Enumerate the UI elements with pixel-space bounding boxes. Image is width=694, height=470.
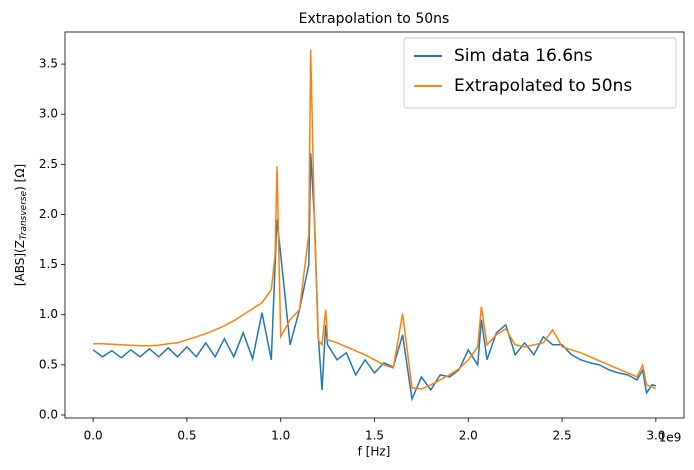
y-tick-label: 0.5 bbox=[39, 357, 58, 371]
x-tick-label: 3.0 bbox=[646, 429, 665, 443]
series-line bbox=[93, 49, 657, 390]
y-tick-label: 1.0 bbox=[39, 307, 58, 321]
y-label-main: [ABS](Z bbox=[13, 240, 27, 286]
y-tick-label: 3.0 bbox=[39, 107, 58, 121]
x-tick-label: 0.5 bbox=[177, 429, 196, 443]
plot-frame bbox=[64, 31, 685, 419]
series-line bbox=[92, 153, 657, 402]
y-tick-label: 2.0 bbox=[39, 207, 58, 221]
y-axis-label: [ABS](ZTransverse) [Ω] bbox=[13, 164, 29, 286]
y-tick-label: 2.5 bbox=[39, 157, 58, 171]
legend-box bbox=[403, 37, 677, 109]
x-tick-label: 2.5 bbox=[553, 429, 572, 443]
y-tick-label: 3.5 bbox=[39, 57, 58, 71]
y-label-sub: Transverse bbox=[19, 190, 29, 240]
x-tick-label: 0.0 bbox=[84, 429, 103, 443]
x-tick-label: 1.5 bbox=[365, 429, 384, 443]
x-offset-label: 1e9 bbox=[659, 431, 682, 445]
legend-label: Sim data 16.6ns bbox=[454, 46, 593, 66]
legend-label: Extrapolated to 50ns bbox=[454, 76, 632, 96]
y-label-tail: ) [Ω] bbox=[13, 164, 27, 191]
x-tick-label: 1.0 bbox=[271, 429, 290, 443]
y-tick-label: 0.0 bbox=[39, 407, 58, 421]
chart-title: Extrapolation to 50ns bbox=[299, 11, 450, 27]
x-axis-label: f [Hz] bbox=[358, 445, 391, 459]
x-tick-label: 2.0 bbox=[459, 429, 478, 443]
y-tick-label: 1.5 bbox=[39, 257, 58, 271]
